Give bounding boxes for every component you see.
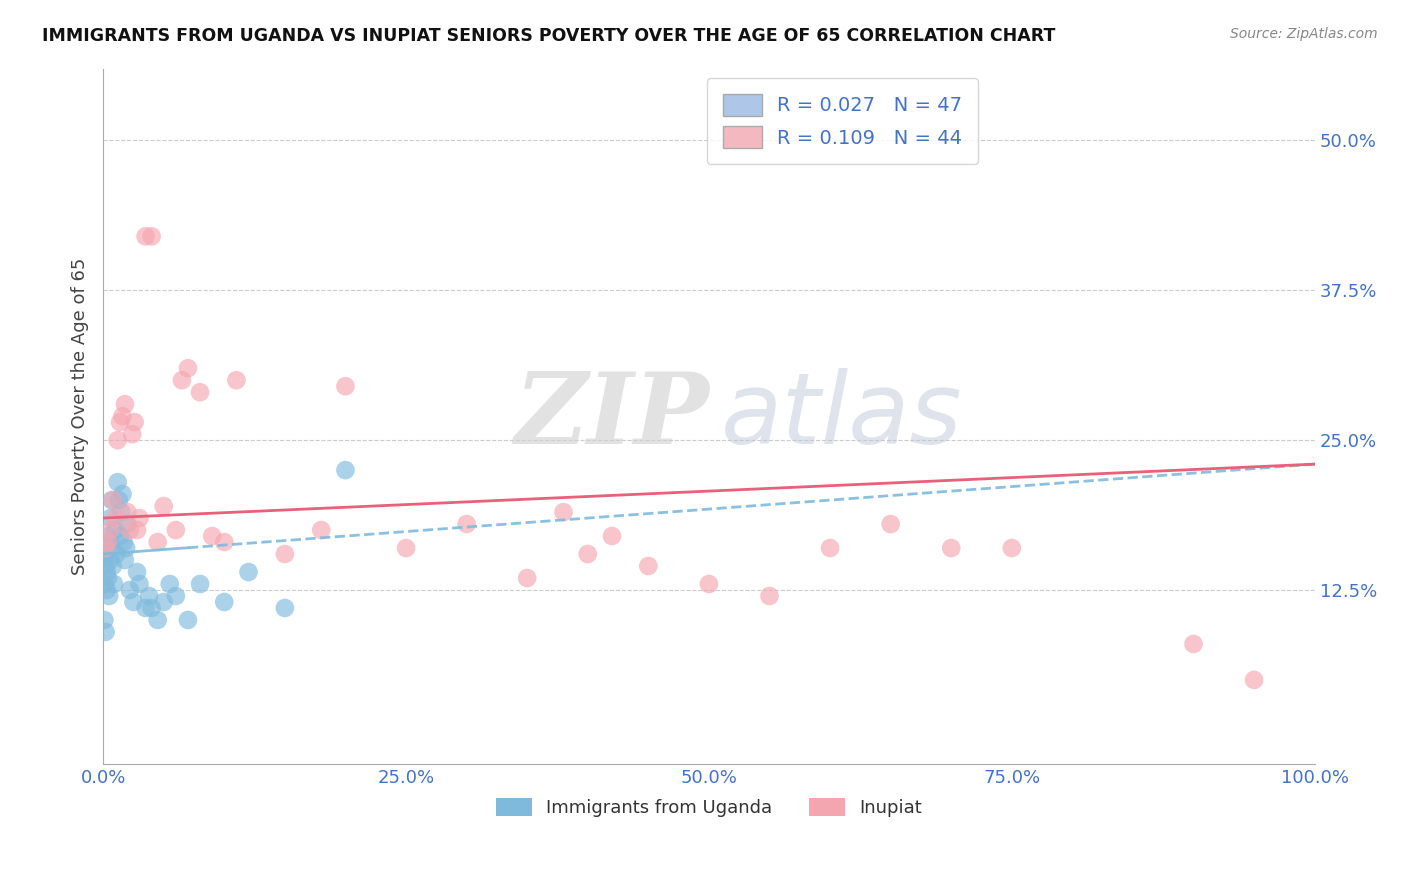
Point bbox=[118, 523, 141, 537]
Point bbox=[111, 487, 134, 501]
Point bbox=[115, 541, 138, 555]
Point bbox=[818, 541, 841, 555]
Point bbox=[165, 589, 187, 603]
Point bbox=[135, 601, 157, 615]
Point bbox=[114, 397, 136, 411]
Point bbox=[516, 571, 538, 585]
Point bbox=[104, 511, 127, 525]
Point bbox=[100, 541, 122, 555]
Point bbox=[879, 517, 901, 532]
Point bbox=[100, 493, 122, 508]
Point bbox=[274, 547, 297, 561]
Point bbox=[637, 559, 659, 574]
Point bbox=[188, 577, 211, 591]
Point bbox=[97, 529, 120, 543]
Point bbox=[152, 595, 174, 609]
Point bbox=[93, 577, 115, 591]
Point bbox=[188, 385, 211, 400]
Point bbox=[107, 433, 129, 447]
Text: Source: ZipAtlas.com: Source: ZipAtlas.com bbox=[1230, 27, 1378, 41]
Point bbox=[93, 613, 115, 627]
Point bbox=[96, 565, 118, 579]
Point bbox=[121, 427, 143, 442]
Point bbox=[118, 582, 141, 597]
Point bbox=[170, 373, 193, 387]
Point bbox=[214, 595, 236, 609]
Point bbox=[94, 559, 117, 574]
Point bbox=[1001, 541, 1024, 555]
Point bbox=[117, 517, 139, 532]
Point bbox=[94, 541, 117, 555]
Point bbox=[114, 553, 136, 567]
Point bbox=[146, 613, 169, 627]
Point bbox=[141, 601, 163, 615]
Point bbox=[108, 493, 131, 508]
Point bbox=[107, 475, 129, 489]
Point bbox=[165, 523, 187, 537]
Point bbox=[456, 517, 478, 532]
Point bbox=[125, 523, 148, 537]
Text: ZIP: ZIP bbox=[515, 368, 709, 465]
Point bbox=[110, 505, 132, 519]
Point bbox=[96, 547, 118, 561]
Point bbox=[309, 523, 332, 537]
Point bbox=[576, 547, 599, 561]
Point bbox=[135, 229, 157, 244]
Point bbox=[100, 523, 122, 537]
Text: IMMIGRANTS FROM UGANDA VS INUPIAT SENIORS POVERTY OVER THE AGE OF 65 CORRELATION: IMMIGRANTS FROM UGANDA VS INUPIAT SENIOR… bbox=[42, 27, 1056, 45]
Point bbox=[152, 499, 174, 513]
Point bbox=[138, 589, 160, 603]
Point bbox=[941, 541, 963, 555]
Point bbox=[101, 559, 124, 574]
Point bbox=[108, 415, 131, 429]
Point bbox=[125, 565, 148, 579]
Point bbox=[98, 589, 121, 603]
Point bbox=[100, 553, 122, 567]
Point bbox=[124, 415, 146, 429]
Point bbox=[225, 373, 247, 387]
Point bbox=[97, 535, 120, 549]
Point bbox=[141, 229, 163, 244]
Point bbox=[758, 589, 780, 603]
Point bbox=[93, 547, 115, 561]
Point bbox=[94, 624, 117, 639]
Point bbox=[112, 535, 135, 549]
Point bbox=[104, 523, 127, 537]
Point bbox=[395, 541, 418, 555]
Point bbox=[94, 541, 117, 555]
Point bbox=[335, 379, 357, 393]
Point bbox=[553, 505, 575, 519]
Point bbox=[600, 529, 623, 543]
Point bbox=[117, 505, 139, 519]
Point bbox=[159, 577, 181, 591]
Point bbox=[97, 571, 120, 585]
Point bbox=[128, 511, 150, 525]
Point bbox=[103, 577, 125, 591]
Y-axis label: Seniors Poverty Over the Age of 65: Seniors Poverty Over the Age of 65 bbox=[72, 258, 89, 574]
Point bbox=[105, 547, 128, 561]
Point bbox=[238, 565, 260, 579]
Point bbox=[177, 613, 200, 627]
Point bbox=[335, 463, 357, 477]
Point bbox=[96, 582, 118, 597]
Legend: Immigrants from Uganda, Inupiat: Immigrants from Uganda, Inupiat bbox=[489, 790, 929, 824]
Point bbox=[1182, 637, 1205, 651]
Point bbox=[111, 409, 134, 424]
Point bbox=[128, 577, 150, 591]
Point bbox=[214, 535, 236, 549]
Point bbox=[98, 535, 121, 549]
Text: atlas: atlas bbox=[721, 368, 963, 465]
Point bbox=[177, 361, 200, 376]
Point bbox=[122, 595, 145, 609]
Point bbox=[100, 511, 122, 525]
Point bbox=[697, 577, 720, 591]
Point bbox=[1243, 673, 1265, 687]
Point bbox=[201, 529, 224, 543]
Point bbox=[274, 601, 297, 615]
Point bbox=[146, 535, 169, 549]
Point bbox=[101, 493, 124, 508]
Point bbox=[108, 529, 131, 543]
